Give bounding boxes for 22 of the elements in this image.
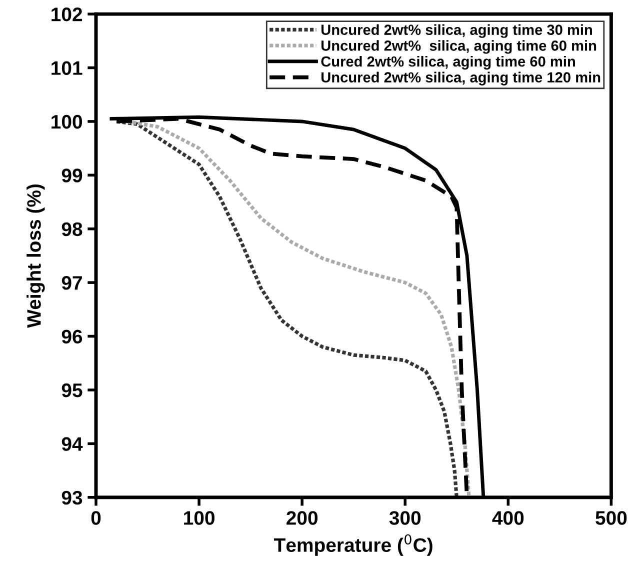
y-tick-label: 94 (62, 437, 83, 451)
y-tick-label: 100 (52, 114, 82, 129)
y-tick-label: 95 (62, 383, 82, 398)
x-tick-label: 100 (184, 511, 214, 525)
x-tick-label: 200 (286, 511, 318, 525)
x-axis-title: Temperature ($^{0}$C) (274, 534, 432, 556)
y-tick-label: 101 (52, 61, 82, 75)
y-tick-label: 97 (62, 276, 82, 290)
y-tick-label: 93 (62, 490, 82, 505)
y-tick-label: 98 (62, 222, 82, 236)
legend-label: Uncured 2wt% silica, aging time 30 min (321, 24, 592, 38)
y-axis-title: Weight loss (%) (26, 184, 45, 328)
x-tick-label: 400 (492, 511, 524, 525)
x-tick-label: 0 (91, 511, 101, 525)
x-tick-label: 300 (389, 511, 421, 525)
y-tick-label: 102 (52, 8, 82, 22)
legend-label: Uncured 2wt% silica, aging time 60 min (321, 40, 596, 54)
legend-label: Cured 2wt% silica, aging time 60 min (321, 56, 575, 70)
x-tick-label: 500 (596, 511, 627, 525)
y-tick-label: 99 (62, 168, 82, 182)
legend-label: Uncured 2wt% silica, aging time 120 min (321, 72, 600, 86)
y-tick-label: 96 (62, 330, 82, 344)
